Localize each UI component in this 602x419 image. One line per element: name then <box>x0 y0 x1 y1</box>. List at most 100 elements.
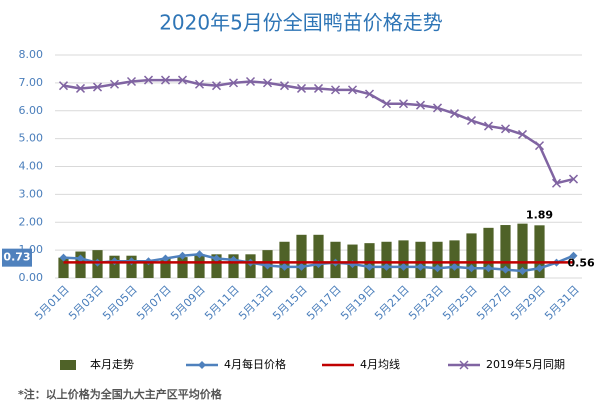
point <box>75 83 86 93</box>
point <box>381 99 392 109</box>
data-label-box <box>2 248 32 267</box>
data-label: 0.56 <box>568 256 595 269</box>
bar <box>432 241 443 278</box>
point <box>212 254 221 263</box>
point <box>416 262 425 271</box>
y-tick-label: 7.00 <box>19 76 44 89</box>
point <box>518 267 527 276</box>
point <box>58 81 69 91</box>
bar <box>517 223 528 278</box>
point <box>245 76 256 87</box>
point <box>399 262 408 271</box>
bar <box>415 241 426 278</box>
bar <box>398 240 409 278</box>
y-tick-label: 6.00 <box>19 104 44 117</box>
point <box>126 76 137 87</box>
point <box>534 141 545 151</box>
point <box>365 262 374 271</box>
x-tick-label: 5月11日 <box>202 283 242 323</box>
point <box>347 85 358 95</box>
bar <box>313 234 324 278</box>
bar <box>483 227 494 278</box>
x-tick-label: 5月05日 <box>100 283 140 323</box>
point <box>160 75 171 85</box>
point <box>280 262 289 271</box>
point <box>211 81 222 91</box>
point <box>432 103 443 113</box>
point <box>398 99 409 109</box>
x-tick-label: 5月19日 <box>338 283 378 323</box>
x-tick-label: 5月13日 <box>236 283 276 323</box>
y-tick-label: 4.00 <box>19 160 44 173</box>
y-tick-label: 3.00 <box>19 187 44 200</box>
x-tick-label: 5月25日 <box>440 283 480 323</box>
bar <box>449 240 460 278</box>
x-tick-label: 5月03日 <box>66 283 106 323</box>
bar <box>228 254 239 278</box>
data-label: 0.73 <box>3 251 30 264</box>
point <box>500 124 511 134</box>
y-tick-label: 2.00 <box>19 215 44 228</box>
point <box>330 85 341 95</box>
x-tick-label: 5月15日 <box>270 283 310 323</box>
point <box>382 262 391 271</box>
point <box>551 178 562 188</box>
x-tick-label: 5月23日 <box>406 283 446 323</box>
point <box>109 79 120 89</box>
point <box>76 254 85 263</box>
x-tick-label: 5月07日 <box>134 283 174 323</box>
point <box>297 262 306 271</box>
point <box>364 89 375 99</box>
point <box>483 121 494 131</box>
point <box>59 253 68 262</box>
point <box>467 264 476 273</box>
y-tick-label: 0.00 <box>19 271 44 284</box>
point <box>177 75 188 85</box>
x-tick-label: 5月01日 <box>32 283 72 323</box>
point <box>568 174 579 184</box>
bar <box>109 255 120 278</box>
point <box>466 115 477 126</box>
bar <box>75 251 86 278</box>
chart-title: 2020年5月份全国鸭苗价格走势 <box>159 11 443 35</box>
bar <box>160 258 171 278</box>
point <box>194 79 205 89</box>
point <box>501 265 510 274</box>
bar <box>143 261 154 278</box>
y-tick-label: 8.00 <box>19 48 44 61</box>
bar <box>534 225 545 278</box>
data-label: 1.89 <box>526 208 553 221</box>
x-tick-label: 5月27日 <box>474 283 514 323</box>
point <box>161 254 170 263</box>
y-tick-label: 5.00 <box>19 132 44 145</box>
point <box>178 251 187 260</box>
legend-label: 4月均线 <box>360 357 400 371</box>
point <box>569 251 578 260</box>
bar <box>194 254 205 278</box>
footnote: *注：以上价格为全国九大主产区平均价格 <box>18 387 223 401</box>
point <box>449 109 460 119</box>
point <box>313 83 324 93</box>
bar <box>177 257 188 278</box>
bar <box>500 225 511 278</box>
legend-label: 本月走势 <box>90 357 134 371</box>
point <box>433 264 442 273</box>
x-tick-label: 5月29日 <box>508 283 548 323</box>
legend-marker <box>459 360 469 370</box>
point <box>279 81 290 91</box>
legend-marker <box>198 361 206 369</box>
bar <box>364 243 375 278</box>
bar <box>381 241 392 278</box>
point <box>535 264 544 273</box>
x-tick-label: 5月21日 <box>372 283 412 323</box>
x-tick-label: 5月09日 <box>168 283 208 323</box>
point <box>228 78 239 88</box>
x-tick-label: 5月17日 <box>304 283 344 323</box>
bar <box>466 233 477 278</box>
point <box>296 83 307 93</box>
bar <box>58 257 69 278</box>
bar <box>211 254 222 278</box>
legend-label: 2019年5月同期 <box>486 357 565 371</box>
point <box>262 78 273 88</box>
bar <box>126 255 137 278</box>
